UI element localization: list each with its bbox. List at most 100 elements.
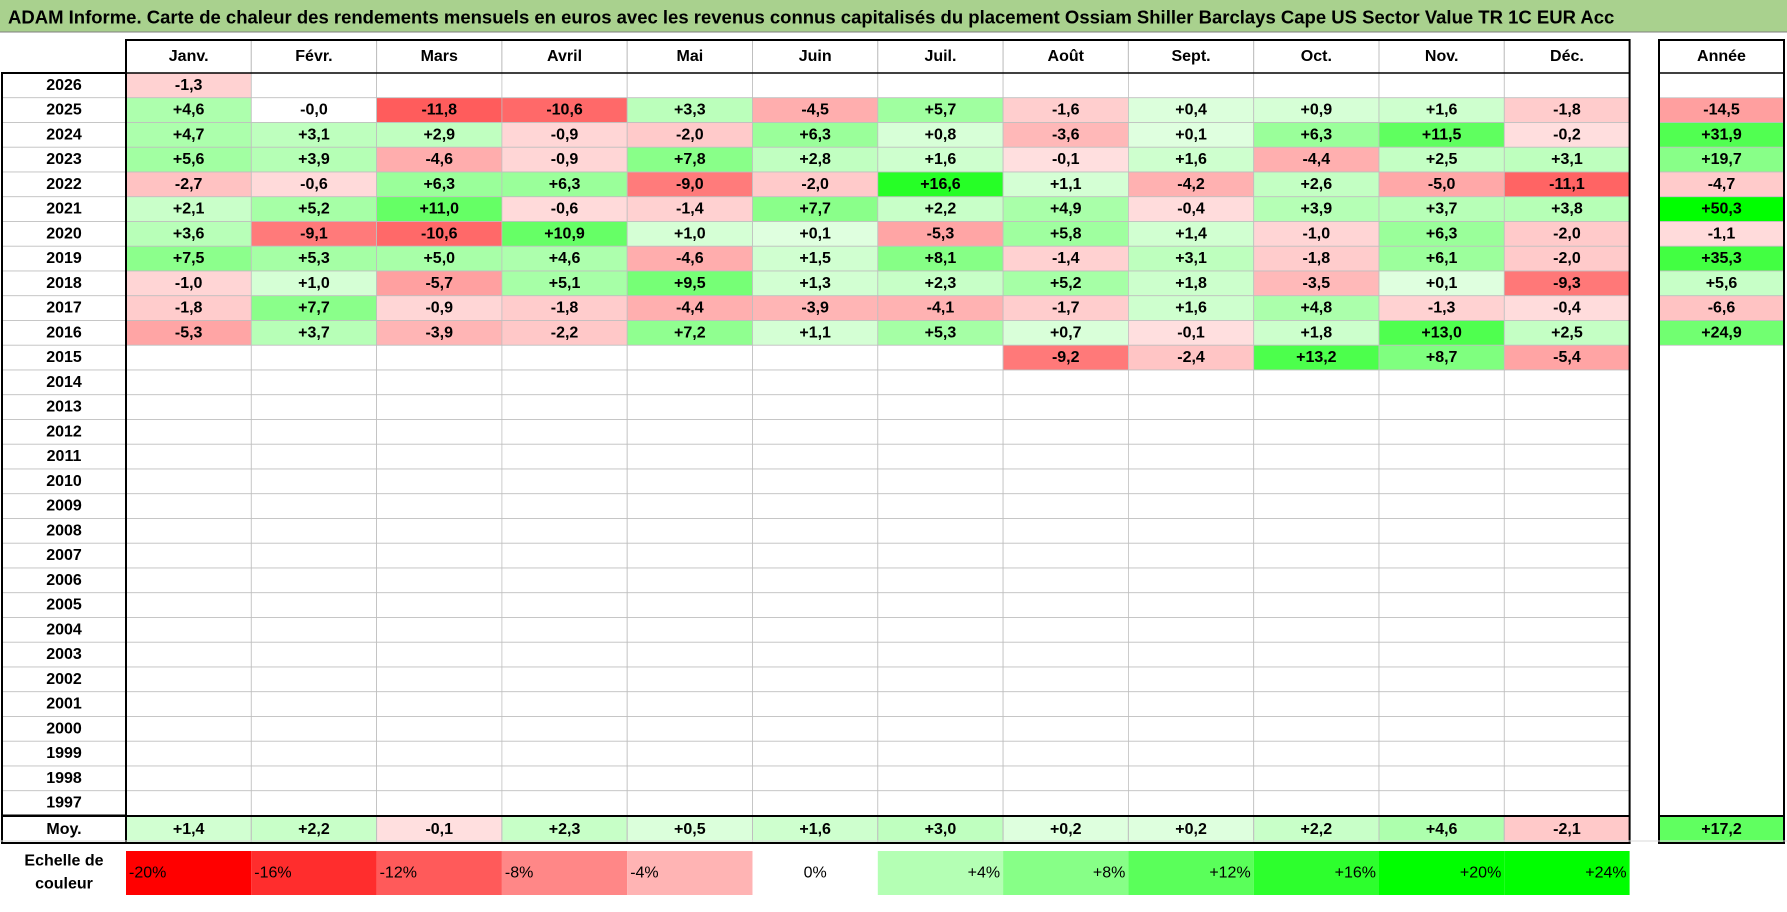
heat-cell-value: +2,5 [1426,151,1458,168]
heat-cell [376,344,503,371]
heat-cell [1002,72,1129,99]
month-header-cell [1503,39,1631,74]
annual-cell [1658,245,1785,272]
year-label: 2012 [46,423,82,440]
heat-cell [1002,740,1129,767]
heat-cell [1002,394,1129,420]
heat-cell-value: +2,8 [799,151,831,168]
heat-cell [501,344,628,371]
heat-cell-value: +8,7 [1426,349,1458,366]
heat-cell [1253,691,1380,717]
heat-cell [376,740,503,767]
heat-cell [752,740,879,767]
heat-cell [1128,542,1255,569]
annual-header-label: Année [1697,48,1746,65]
heat-cell-value: +2,1 [173,201,205,218]
heat-cell [1128,394,1255,420]
heat-cell [1378,171,1505,198]
heat-cell-value: +3,8 [1551,201,1583,218]
heat-cell-value: +10,9 [544,225,585,242]
heat-cell [501,394,628,420]
heat-cell-value: +1,1 [799,324,831,341]
heat-cell-value: -5,7 [425,275,453,292]
heat-cell [250,691,378,717]
heat-cell [626,542,753,569]
month-header-label: Avril [547,48,582,65]
heat-cell [752,641,879,668]
heat-cell [877,295,1004,321]
heat-cell-value: -1,3 [175,77,203,94]
scale-swatch [1379,851,1505,895]
heat-cell [250,369,378,396]
heat-cell-value: +5,2 [1050,275,1082,292]
heat-cell [250,122,378,148]
average-cell [877,815,1004,844]
scale-swatch [1504,851,1630,895]
month-header-cell [1378,39,1505,74]
heat-cell-value: +3,1 [1175,250,1207,267]
heat-cell-value: -0,4 [1177,201,1205,218]
heat-cell-value: +1,6 [1175,300,1207,317]
year-label: 2016 [46,324,82,341]
heat-cell [626,765,753,792]
heat-cell [1253,617,1380,643]
heat-cell [877,394,1004,420]
heat-cell-value: -0,1 [1052,151,1080,168]
heat-cell [877,790,1004,816]
year-label: 1998 [46,770,82,787]
heat-cell [626,443,753,470]
heat-cell-value: -1,4 [676,201,704,218]
heat-cell-value: +0,1 [1175,126,1207,143]
heat-cell [501,641,628,668]
year-label: 2003 [46,646,82,663]
scale-stop-label: +24% [1585,865,1626,882]
heat-cell [501,122,628,148]
heat-cell [125,468,252,495]
annual-cell-value: -6,6 [1708,300,1736,317]
heat-cell [1253,320,1380,346]
heat-cell [877,443,1004,470]
heat-cell [501,790,628,816]
year-label: 1999 [46,745,82,762]
heat-cell [250,740,378,767]
heat-cell [1253,270,1380,297]
heat-cell [1253,493,1380,519]
year-label: 2006 [46,572,82,589]
heat-cell [877,72,1004,99]
heat-cell-value: -5,3 [927,225,955,242]
year-cell [1,542,127,569]
heat-cell-value: +4,6 [549,250,581,267]
heat-cell [1128,245,1255,272]
heat-cell [250,394,378,420]
month-header-cell [626,39,754,74]
month-header-label: Mai [677,48,704,65]
heat-cell [125,394,252,420]
heat-cell [1503,97,1631,123]
scale-stop-label: -16% [254,865,291,882]
heat-cell [1378,592,1505,618]
heat-cell [125,691,252,717]
heat-cell [877,666,1004,693]
heat-cell [250,443,378,470]
heat-cell [125,617,252,643]
heat-cell [1002,641,1129,668]
heat-cell-value: -1,8 [551,300,579,317]
heat-cell [1503,641,1631,668]
heat-cell [1378,369,1505,396]
scale-label-line1: Echelle de [24,853,103,870]
scale-stop-label: +16% [1335,865,1376,882]
year-label: 2019 [46,250,82,267]
heat-cell-value: +1,0 [298,275,330,292]
year-label: 1997 [46,795,82,812]
scale-swatch [627,851,753,895]
heat-cell [877,245,1004,272]
heat-cell [125,171,252,198]
heat-cell [250,171,378,198]
heat-cell [1128,468,1255,495]
year-label: 2010 [46,473,82,490]
month-header-cell [752,39,879,74]
heat-cell [1128,369,1255,396]
heat-cell-value: -4,5 [801,102,829,119]
heat-cell [877,542,1004,569]
heat-cell [1002,567,1129,594]
